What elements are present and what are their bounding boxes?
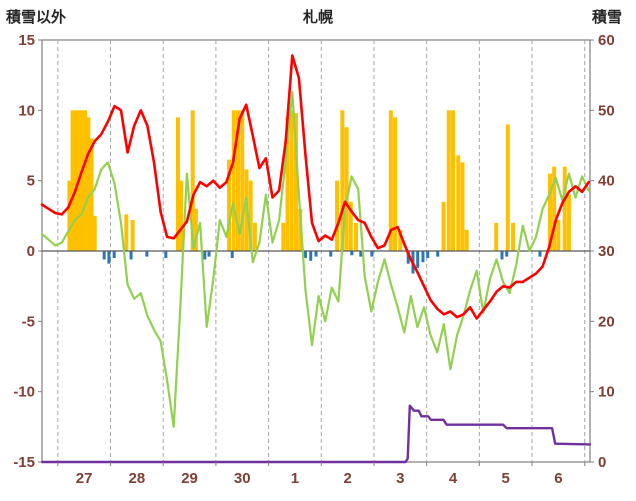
svg-text:15: 15: [18, 32, 35, 49]
svg-text:2: 2: [343, 470, 351, 487]
svg-text:6: 6: [554, 470, 562, 487]
svg-text:4: 4: [449, 470, 458, 487]
svg-text:28: 28: [129, 470, 146, 487]
svg-text:3: 3: [396, 470, 404, 487]
series-purple-snow-line: [40, 404, 592, 464]
left-axis-title: 積雪以外: [6, 9, 67, 26]
left-axis-labels: -15 -10 -5 0 5 10 15: [13, 32, 42, 471]
right-axis-labels: 0 10 20 30 40 50 60: [590, 32, 615, 471]
svg-text:30: 30: [234, 470, 251, 487]
svg-text:-5: -5: [22, 313, 35, 330]
svg-text:0: 0: [27, 243, 35, 260]
svg-text:1: 1: [291, 470, 299, 487]
series-red-line: [40, 54, 591, 320]
svg-text:20: 20: [598, 313, 615, 330]
svg-text:30: 30: [598, 243, 615, 260]
svg-text:29: 29: [181, 470, 198, 487]
chart-title: 札幌: [302, 9, 333, 26]
svg-text:60: 60: [598, 32, 615, 49]
svg-text:10: 10: [18, 102, 35, 119]
x-axis-labels: 27 28 29 30 1 2 3 4 5 6: [57, 462, 586, 487]
svg-text:40: 40: [598, 173, 615, 190]
series-blue-bars: [102, 251, 542, 274]
svg-text:10: 10: [598, 384, 615, 401]
svg-text:-15: -15: [13, 454, 35, 471]
svg-text:50: 50: [598, 102, 615, 119]
series-green-line: [40, 90, 590, 428]
svg-text:5: 5: [27, 173, 35, 190]
right-axis-title: 積雪: [591, 9, 622, 26]
svg-text:27: 27: [76, 470, 93, 487]
svg-text:5: 5: [502, 470, 510, 487]
svg-text:0: 0: [598, 454, 606, 471]
svg-text:-10: -10: [13, 384, 35, 401]
